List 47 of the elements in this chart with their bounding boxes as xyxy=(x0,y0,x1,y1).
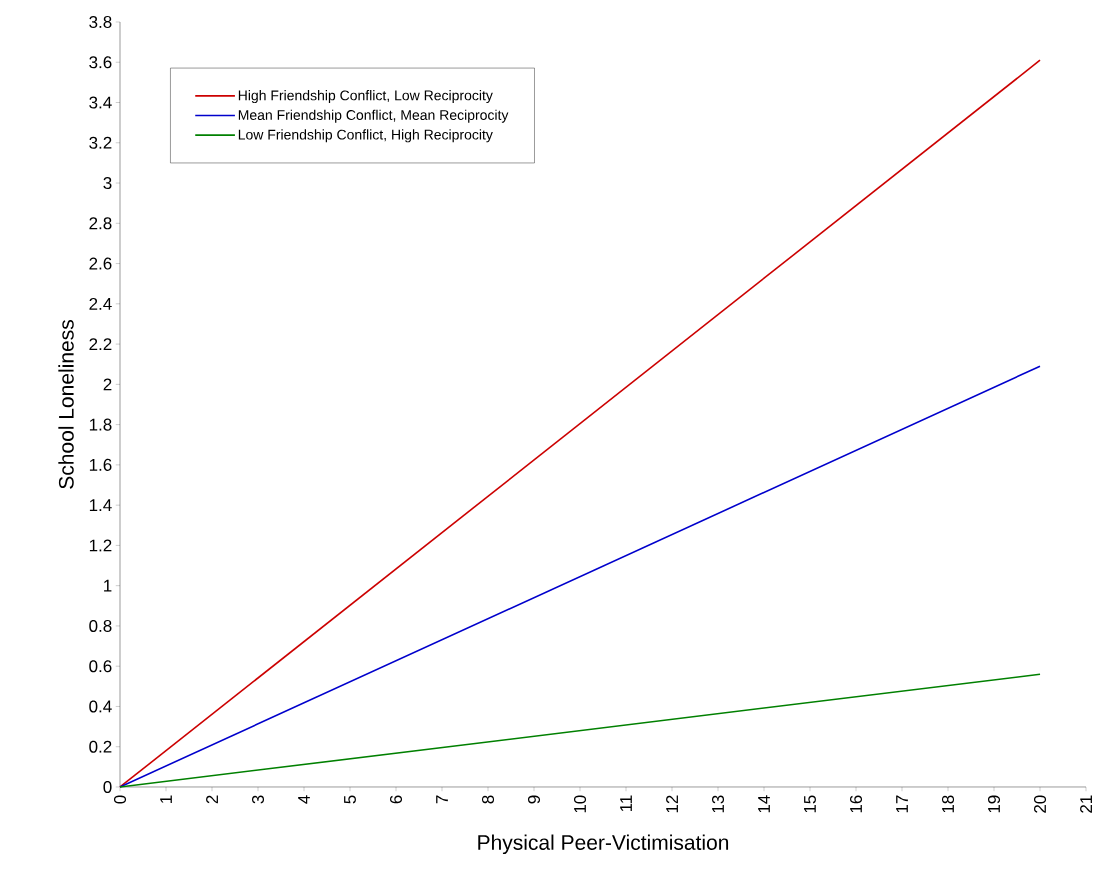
x-tick-label: 17 xyxy=(896,795,908,813)
x-tick-label: 3 xyxy=(251,795,265,804)
y-tick-label: 2.6 xyxy=(89,257,112,270)
y-tick-label: 1 xyxy=(104,579,112,592)
x-tick-label: 6 xyxy=(389,795,403,804)
y-tick-label: 0.8 xyxy=(89,619,112,632)
y-axis-title: School Loneliness xyxy=(58,320,74,489)
x-tick-label: 4 xyxy=(298,795,310,804)
y-tick-label: 2.2 xyxy=(89,338,112,351)
x-tick-label: 20 xyxy=(1033,795,1047,813)
x-tick-label: 0 xyxy=(113,795,127,804)
x-tick-label: 14 xyxy=(758,795,770,813)
x-tick-label: 10 xyxy=(573,795,587,813)
x-tick-label: 15 xyxy=(804,795,816,813)
y-tick-label: 0.2 xyxy=(89,740,112,753)
y-tick-label: 2.4 xyxy=(89,297,112,310)
y-tick-label: 1.8 xyxy=(89,418,112,431)
x-tick-label: 1 xyxy=(160,795,172,803)
legend-label: Mean Friendship Conflict, Mean Reciprocity xyxy=(238,109,509,123)
y-tick-label: 3.4 xyxy=(89,96,112,109)
x-tick-label: 5 xyxy=(344,795,356,804)
y-tick-label: 0.6 xyxy=(89,660,112,673)
x-tick-label: 12 xyxy=(666,795,678,813)
x-axis-title: Physical Peer-Victimisation xyxy=(478,834,729,855)
x-tick-label: 21 xyxy=(1080,795,1092,813)
x-tick-label: 18 xyxy=(941,795,955,813)
x-tick-label: 8 xyxy=(481,795,495,804)
x-tick-label: 13 xyxy=(711,795,725,813)
x-tick-label: 9 xyxy=(527,795,541,804)
y-tick-label: 0 xyxy=(103,780,112,794)
legend-label: High Friendship Conflict, Low Reciprocity xyxy=(238,90,493,104)
x-tick-label: 7 xyxy=(436,795,448,804)
y-tick-label: 0.4 xyxy=(89,700,112,713)
y-tick-label: 3 xyxy=(103,177,112,190)
y-tick-label: 3.2 xyxy=(89,136,112,149)
x-tick-label: 11 xyxy=(620,795,632,812)
legend-label: Low Friendship Conflict, High Reciprocity xyxy=(238,129,493,143)
y-tick-label: 1.2 xyxy=(89,539,112,552)
y-tick-label: 2.8 xyxy=(89,217,112,230)
x-tick-label: 16 xyxy=(849,795,863,813)
y-tick-label: 3.6 xyxy=(89,56,112,69)
y-tick-label: 2 xyxy=(103,378,112,391)
x-tick-label: 2 xyxy=(206,795,218,804)
x-tick-label: 19 xyxy=(987,795,1001,813)
y-tick-label: 1.6 xyxy=(89,458,112,471)
y-tick-label: 3.8 xyxy=(89,15,112,28)
y-tick-label: 1.4 xyxy=(89,499,112,511)
